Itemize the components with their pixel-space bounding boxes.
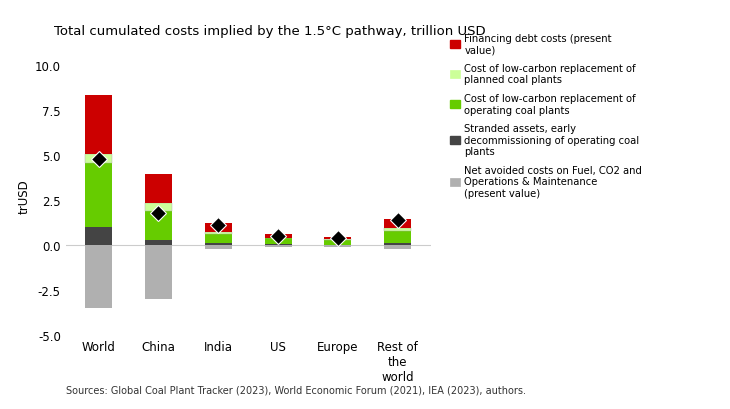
- Bar: [265, 235, 291, 238]
- Bar: [145, 240, 172, 246]
- Bar: [325, 246, 351, 247]
- Bar: [85, 96, 112, 155]
- Text: Sources: Global Coal Plant Tracker (2023), World Economic Forum (2021), IEA (202: Sources: Global Coal Plant Tracker (2023…: [66, 384, 526, 395]
- Bar: [205, 223, 231, 232]
- Bar: [384, 231, 411, 244]
- Y-axis label: trUSD: trUSD: [18, 179, 31, 213]
- Bar: [205, 234, 231, 244]
- Bar: [145, 246, 172, 299]
- Bar: [205, 246, 231, 249]
- Bar: [384, 246, 411, 249]
- Bar: [85, 228, 112, 246]
- Bar: [384, 244, 411, 246]
- Bar: [325, 245, 351, 246]
- Bar: [384, 229, 411, 231]
- Bar: [265, 238, 291, 239]
- Bar: [145, 204, 172, 212]
- Bar: [205, 244, 231, 246]
- Bar: [145, 212, 172, 240]
- Bar: [325, 237, 351, 239]
- Bar: [325, 239, 351, 240]
- Bar: [265, 246, 291, 247]
- Bar: [325, 240, 351, 245]
- Bar: [384, 220, 411, 229]
- Bar: [85, 155, 112, 163]
- Text: Total cumulated costs implied by the 1.5°C pathway, trillion USD: Total cumulated costs implied by the 1.5…: [54, 25, 486, 38]
- Bar: [205, 232, 231, 234]
- Bar: [85, 163, 112, 228]
- Bar: [265, 245, 291, 246]
- Bar: [145, 174, 172, 204]
- Bar: [265, 239, 291, 245]
- Legend: Financing debt costs (present
value), Cost of low-carbon replacement of
planned : Financing debt costs (present value), Co…: [450, 34, 642, 198]
- Bar: [85, 246, 112, 308]
